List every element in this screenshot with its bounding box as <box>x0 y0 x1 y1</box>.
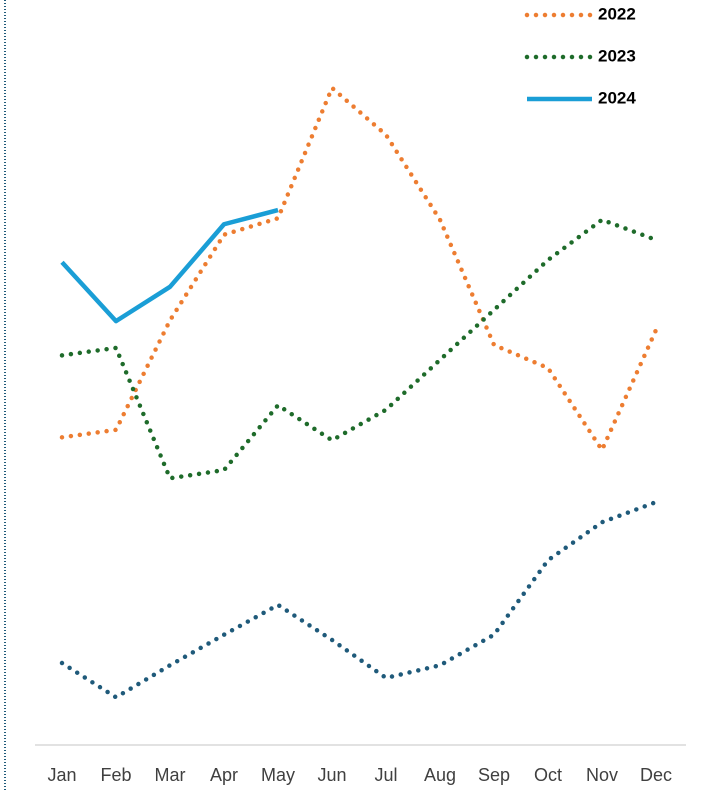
x-tick-label: Sep <box>478 765 510 785</box>
x-tick-label: Oct <box>534 765 562 785</box>
x-tick-label: Feb <box>100 765 131 785</box>
x-tick-label: Aug <box>424 765 456 785</box>
series-line <box>59 499 659 700</box>
x-tick-label: Jul <box>374 765 397 785</box>
legend-label: 2022 <box>598 4 636 23</box>
x-tick-label: Jun <box>317 765 346 785</box>
x-tick-label: Mar <box>155 765 186 785</box>
series-line <box>60 207 279 324</box>
x-tick-label: Nov <box>586 765 618 785</box>
x-tick-label: May <box>261 765 295 785</box>
series-line <box>59 217 659 481</box>
x-tick-label: Dec <box>640 765 672 785</box>
legend-label: 2023 <box>598 46 636 65</box>
x-tick-label: Jan <box>47 765 76 785</box>
series-line <box>59 85 659 453</box>
legend-label: 2024 <box>598 88 636 107</box>
x-tick-label: Apr <box>210 765 238 785</box>
